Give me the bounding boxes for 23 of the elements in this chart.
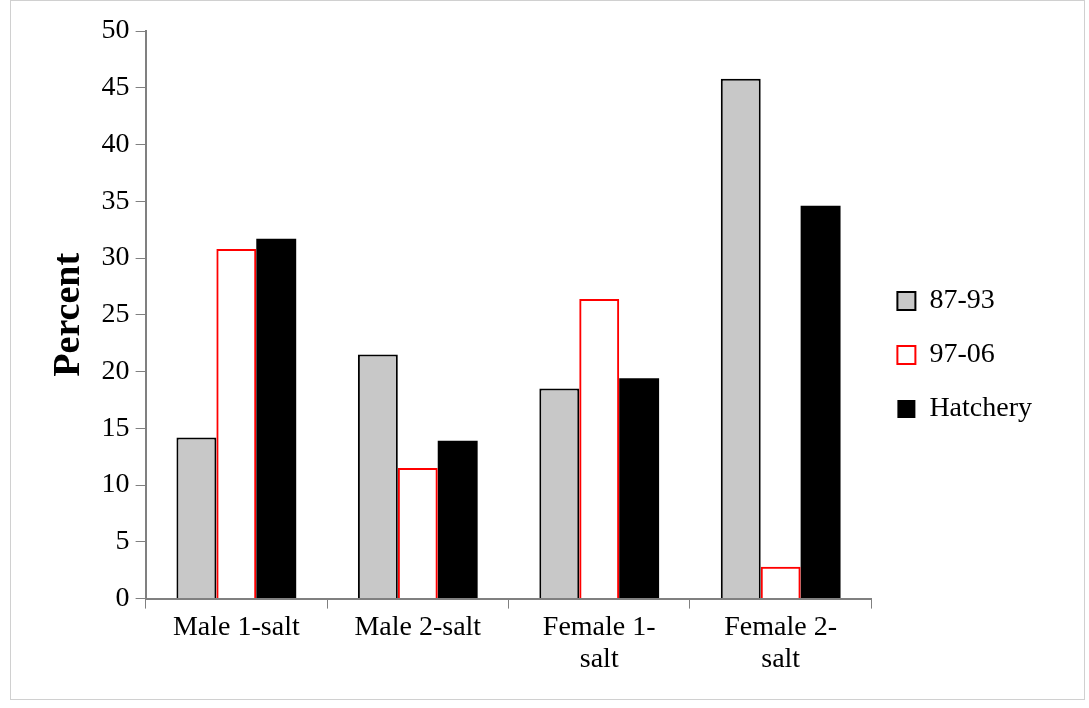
x-tick-label: Male 1-salt xyxy=(172,610,300,642)
legend-label: Hatchery xyxy=(929,391,1032,423)
y-tick-label: 0 xyxy=(115,580,130,612)
legend-label: 87-93 xyxy=(929,283,995,315)
y-axis-title: Percent xyxy=(44,252,87,377)
y-tick-label: 25 xyxy=(101,297,130,329)
y-tick-label: 50 xyxy=(101,13,130,45)
legend-label: 97-06 xyxy=(929,337,995,369)
y-tick-label: 30 xyxy=(101,240,130,272)
y-tick-label: 15 xyxy=(101,410,130,442)
y-tick-label: 40 xyxy=(101,126,130,158)
y-tick-label: 10 xyxy=(101,467,130,499)
bar xyxy=(437,440,478,599)
y-tick-label: 5 xyxy=(115,524,130,556)
bar xyxy=(800,205,841,599)
x-tick-label: Male 2-salt xyxy=(354,610,482,642)
bar xyxy=(256,238,297,599)
x-tick-label: Female 1-salt xyxy=(542,610,656,674)
bar xyxy=(619,378,660,599)
y-tick-label: 45 xyxy=(101,70,130,102)
y-tick-label: 35 xyxy=(101,183,130,215)
y-tick-label: 20 xyxy=(101,353,130,385)
x-tick-label: Female 2-salt xyxy=(724,610,838,674)
